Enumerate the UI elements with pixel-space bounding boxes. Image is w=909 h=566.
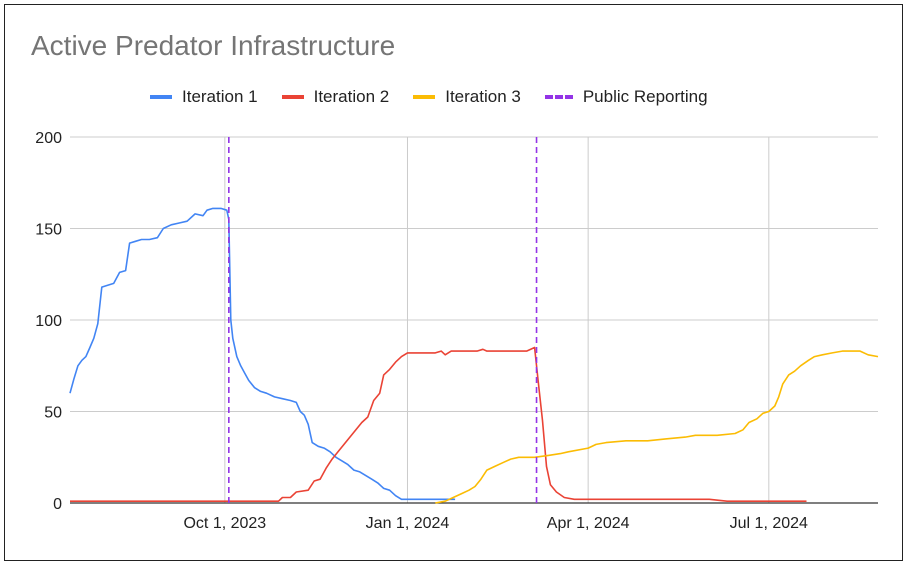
chart-legend: Iteration 1 Iteration 2 Iteration 3 Public … (150, 86, 732, 108)
legend-item-iteration-2[interactable]: Iteration 2 (281, 87, 390, 107)
y-tick-label: 100 (35, 313, 62, 330)
series-iteration-3-line (435, 350, 879, 504)
legend-swatch (413, 95, 436, 99)
series-iteration-2-line (70, 346, 807, 503)
x-tick-label: Oct 1, 2023 (183, 515, 266, 532)
legend-swatch (281, 95, 304, 99)
series-iteration-1-line (69, 207, 456, 501)
legend-item-iteration-1[interactable]: Iteration 1 (150, 87, 258, 107)
legend-item-iteration-3[interactable]: Iteration 3 (413, 87, 521, 107)
y-tick-label: 50 (44, 405, 62, 422)
y-tick-label: 0 (53, 496, 62, 513)
legend-swatch (544, 95, 573, 99)
x-tick-label: Jan 1, 2024 (366, 515, 450, 532)
y-tick-label: 200 (35, 130, 62, 147)
gridlines (70, 136, 878, 503)
legend-label: Iteration 3 (445, 87, 521, 106)
legend-swatch (150, 95, 172, 99)
legend-item-public-reporting[interactable]: Public Reporting (544, 87, 708, 107)
legend-label: Iteration 1 (182, 87, 258, 106)
series-lines (69, 137, 879, 504)
chart-title: Active Predator Infrastructure (31, 30, 396, 61)
y-tick-label: 150 (35, 222, 62, 239)
legend-label: Public Reporting (582, 87, 708, 106)
legend-label: Iteration 2 (313, 87, 390, 106)
tick-labels: 0 50 100 150 200 Oct 1, 2023 Jan 1, 2024 Apr 1,… (35, 130, 808, 532)
x-tick-label: Apr 1, 2024 (547, 515, 630, 532)
x-tick-label: Jul 1, 2024 (730, 515, 808, 532)
